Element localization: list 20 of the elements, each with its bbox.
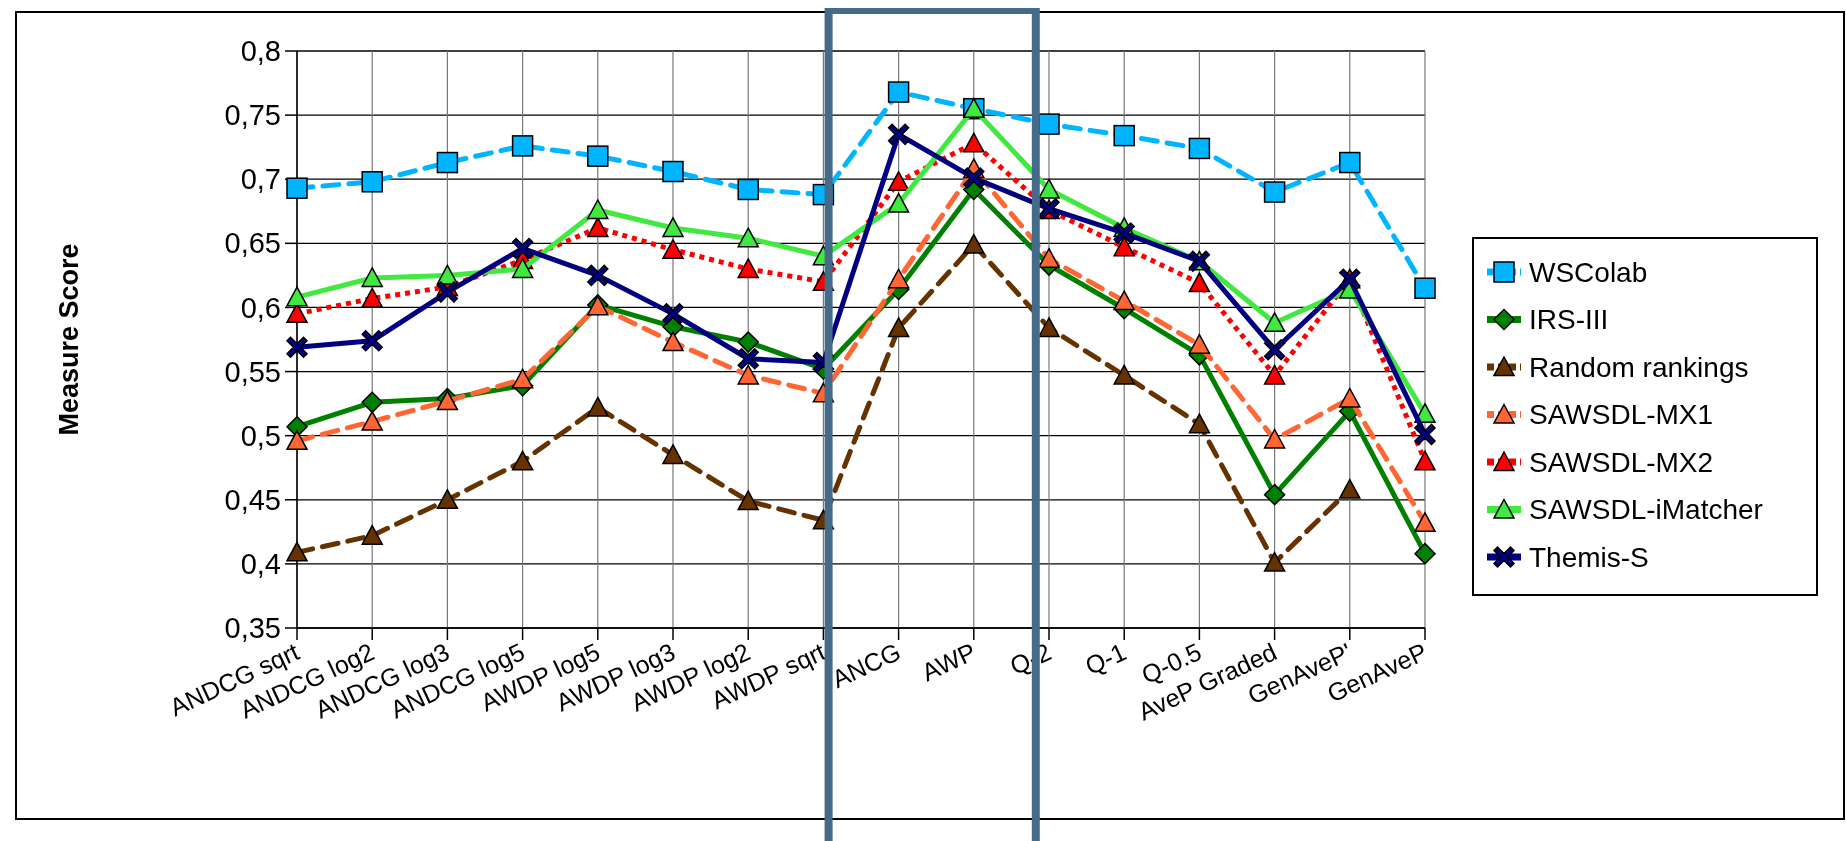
x-tick-label: Q-1 (1080, 637, 1131, 681)
y-tick-label: 0,8 (240, 35, 281, 68)
y-tick-label: 0,75 (224, 99, 281, 132)
y-tick-label: 0,65 (224, 227, 281, 260)
legend-label: SAWSDL-MX1 (1529, 399, 1714, 431)
y-tick-label: 0,7 (240, 163, 281, 196)
y-tick-label: 0,5 (240, 419, 281, 452)
legend-label: SAWSDL-MX2 (1529, 446, 1714, 478)
legend-label: Random rankings (1529, 351, 1749, 383)
legend-label: WSColab (1529, 256, 1648, 288)
legend-label: SAWSDL-iMatcher (1529, 494, 1763, 526)
y-tick-label: 0,4 (240, 548, 281, 581)
y-tick-label: 0,55 (224, 355, 281, 388)
legend-label: Themis-S (1529, 541, 1649, 573)
y-tick-label: 0,6 (240, 291, 281, 324)
y-tick-label: 0,35 (224, 612, 281, 645)
y-axis-title: Measure Score (54, 243, 84, 436)
y-tick-label: 0,45 (224, 483, 281, 516)
x-tick-label: AWP (917, 637, 980, 687)
legend-label: IRS-III (1529, 304, 1609, 336)
